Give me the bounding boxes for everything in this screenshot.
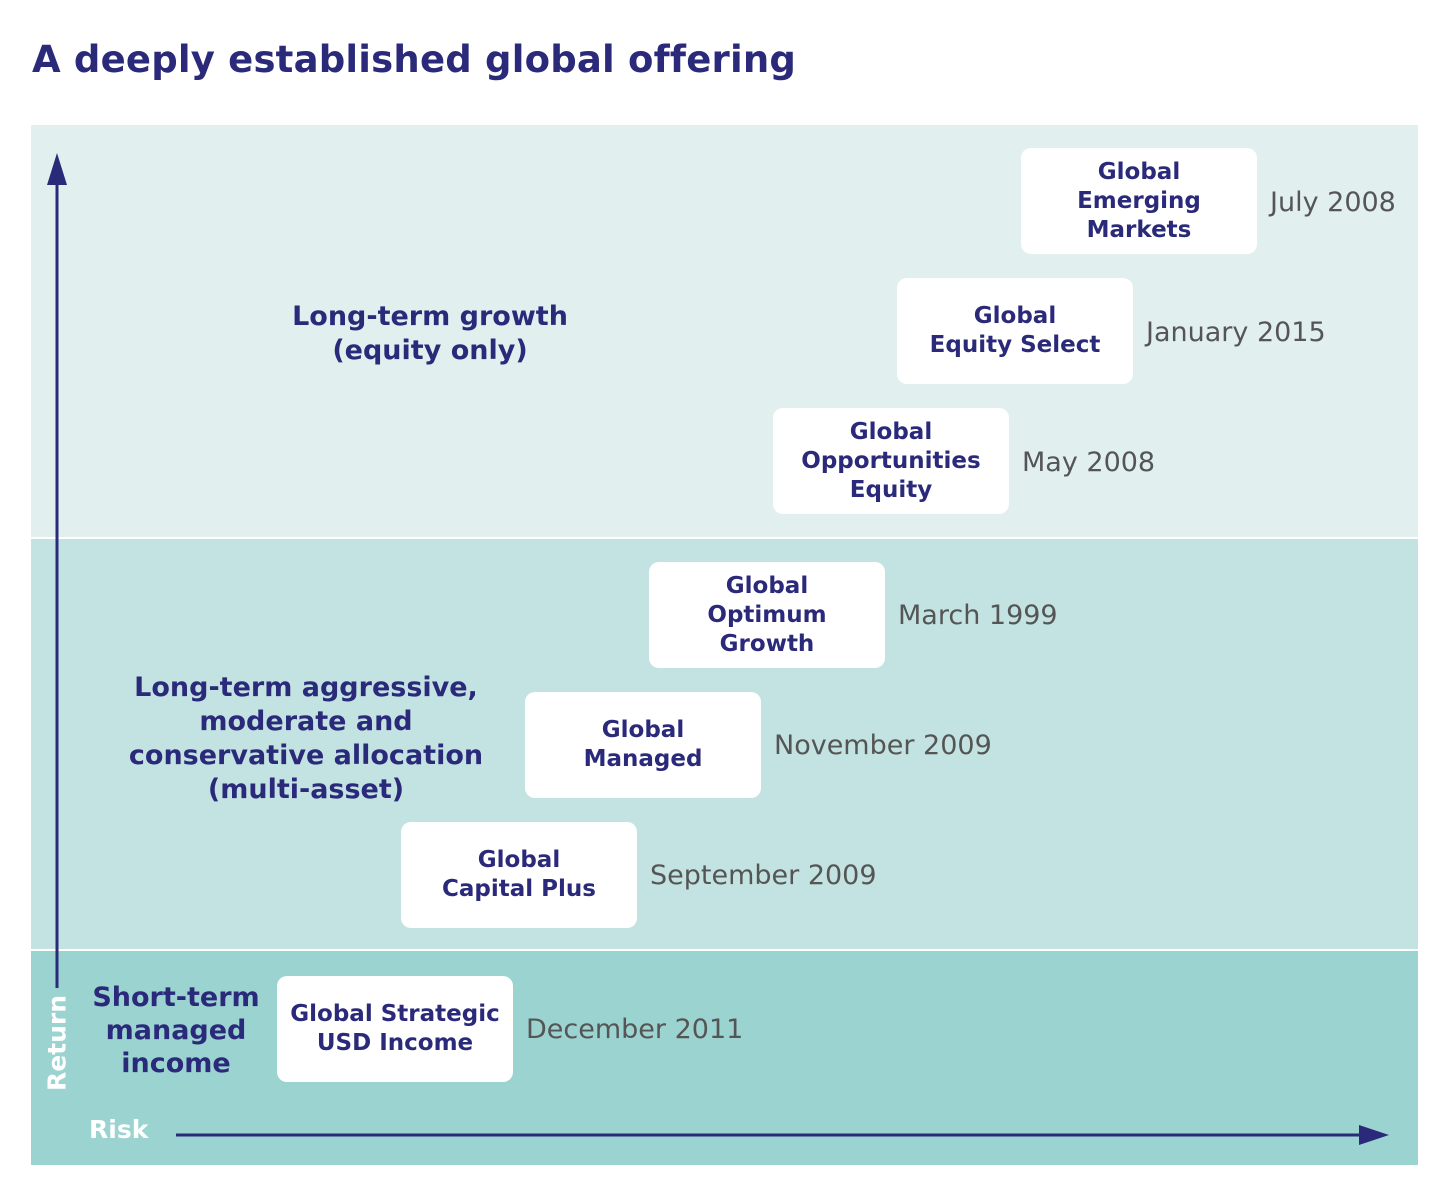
return-axis-arrowhead [47,153,67,185]
fund-name: Global Opportunities Equity [801,418,981,503]
page-title: A deeply established global offering [32,38,797,81]
fund-card-equity-select[interactable]: Global Equity Select [897,278,1133,384]
fund-name: Global Equity Select [929,303,1101,358]
risk-axis-arrowhead [1359,1125,1389,1145]
category-label-income: Short-term managed income [92,982,260,1079]
risk-axis-label: Risk [89,1115,149,1144]
fund-name: Global Managed [583,717,703,772]
band-managed-income [31,951,1418,1165]
fund-name: Global Strategic USD Income [290,1001,500,1056]
fund-card-capital-plus[interactable]: Global Capital Plus [401,822,637,928]
fund-date: November 2009 [774,730,992,761]
fund-date: January 2015 [1146,317,1326,348]
fund-date: July 2008 [1270,187,1396,218]
fund-date: December 2011 [526,1014,744,1045]
fund-name: Global Optimum Growth [707,572,827,657]
fund-name: Global Capital Plus [442,847,596,902]
category-label-growth: Long-term growth (equity only) [292,301,568,366]
fund-date: March 1999 [898,600,1058,631]
fund-card-emerging-markets[interactable]: Global Emerging Markets [1021,148,1257,254]
fund-card-strategic-usd-income[interactable]: Global Strategic USD Income [277,976,513,1082]
fund-date: September 2009 [650,860,877,891]
fund-name: Global Emerging Markets [1077,158,1201,243]
category-label-allocation: Long-term aggressive, moderate and conse… [128,672,484,805]
fund-date: May 2008 [1022,447,1156,478]
fund-card-managed[interactable]: Global Managed [525,692,761,798]
fund-card-optimum-growth[interactable]: Global Optimum Growth [649,562,885,668]
return-axis-label: Return [42,994,72,1092]
fund-card-opportunities-equity[interactable]: Global Opportunities Equity [773,408,1009,514]
